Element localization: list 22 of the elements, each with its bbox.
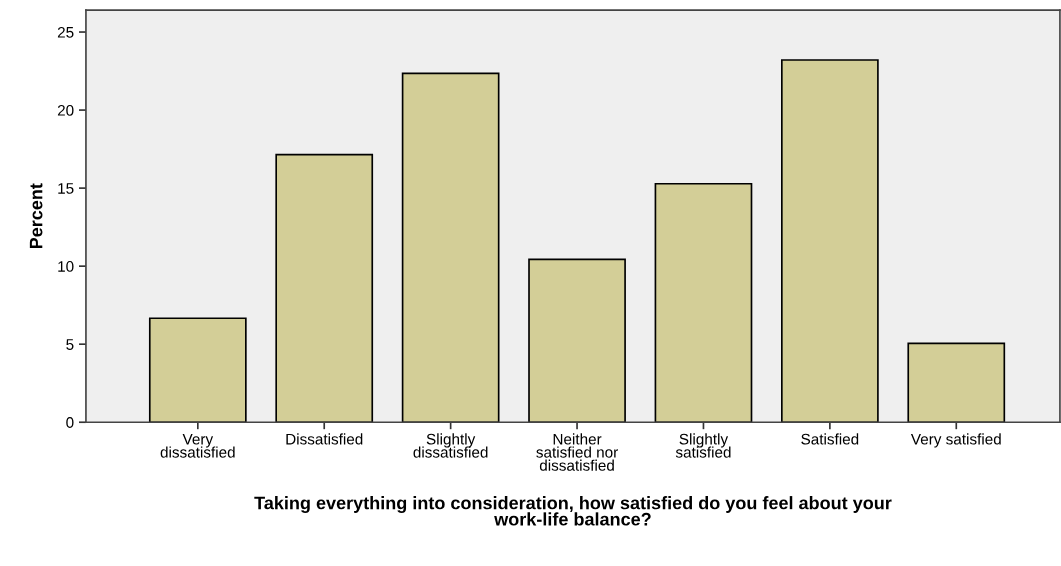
y-tick-label: 25	[57, 26, 74, 38]
x-axis-title: Taking everything into consideration, how satisfied do you feel about your work-life balance?	[254, 496, 892, 526]
x-tick-label: Slightly satisfied	[675, 433, 731, 458]
y-tick-label: 10	[58, 261, 74, 272]
y-tick-label: 20	[57, 104, 74, 116]
x-tick-label: Slightly dissatisfied	[413, 433, 488, 458]
y-tick-label: 0	[66, 417, 74, 428]
x-tick-label: Satisfied	[801, 433, 859, 445]
bar	[654, 182, 753, 423]
bar	[528, 258, 626, 423]
y-axis-title: Percent	[29, 183, 43, 249]
x-tick-label: Very satisfied	[910, 433, 1001, 448]
bar	[275, 153, 374, 423]
bar	[401, 72, 500, 423]
bar	[148, 317, 247, 423]
bar	[780, 59, 879, 423]
x-tick-label: Dissatisfied	[286, 433, 363, 445]
y-tick-label: 15	[58, 183, 74, 194]
x-tick-label: Very dissatisfied	[160, 433, 235, 458]
x-tick-label: Neither satisfied nor dissatisfied	[536, 433, 618, 471]
y-tick-label: 5	[66, 339, 74, 350]
bar	[907, 342, 1006, 423]
